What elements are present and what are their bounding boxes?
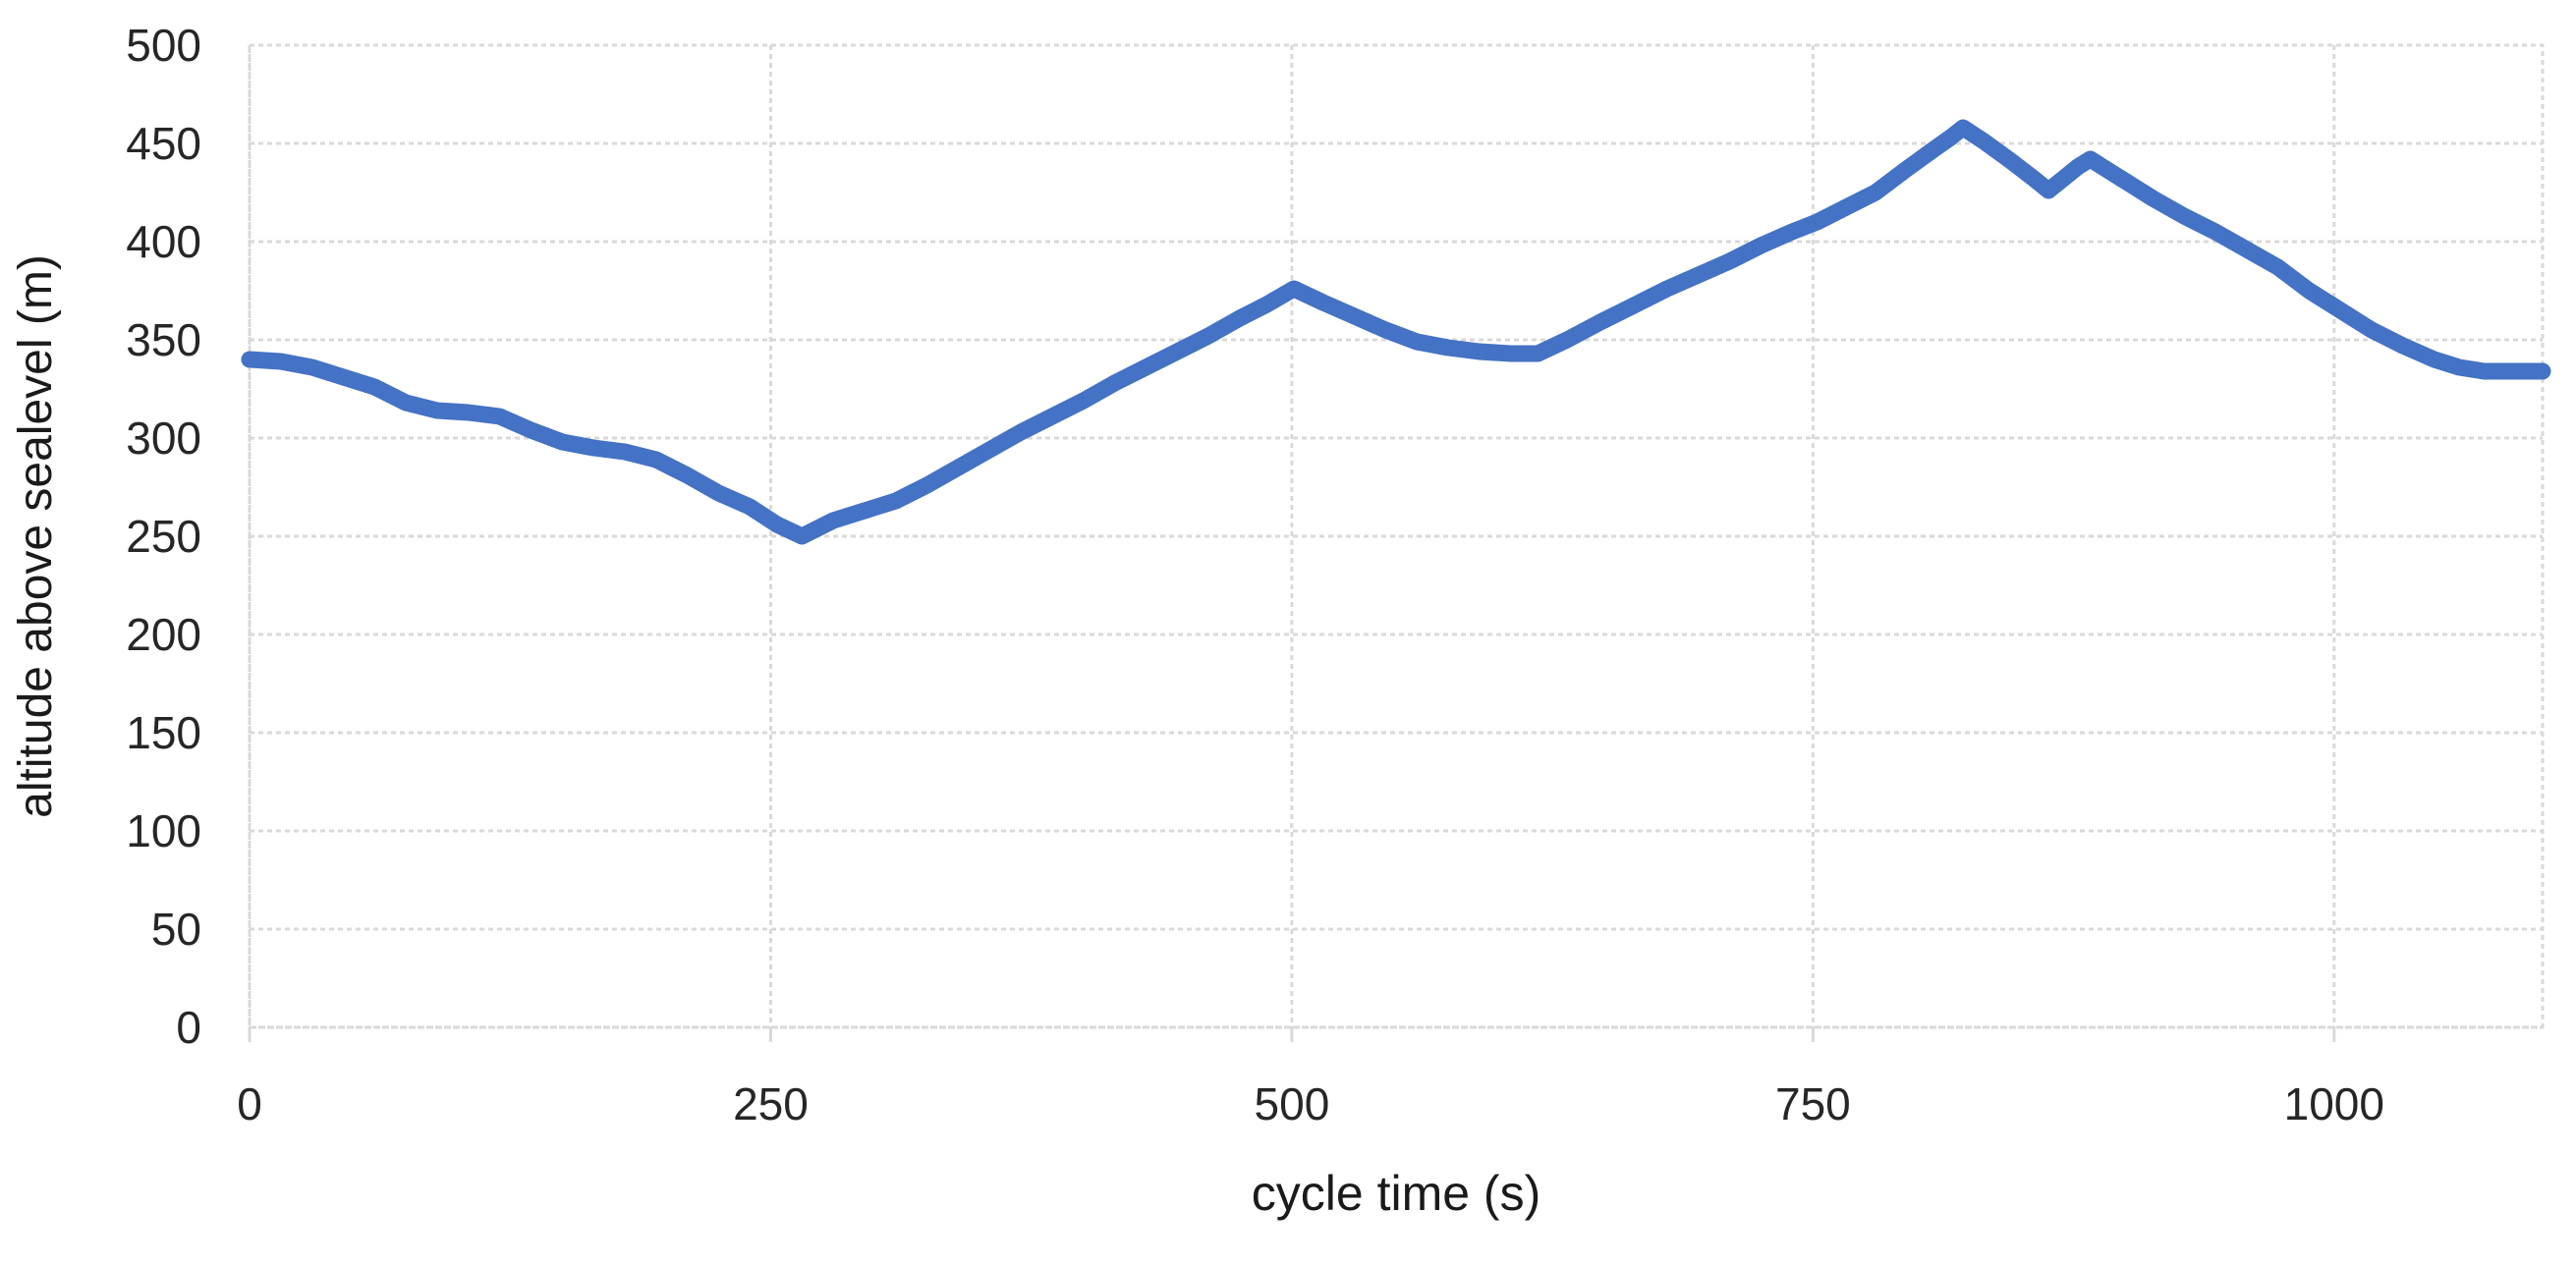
x-tick-label: 500 xyxy=(1255,1078,1330,1129)
x-tick-label: 0 xyxy=(237,1078,262,1129)
y-tick-label: 50 xyxy=(151,904,201,955)
y-tick-label: 400 xyxy=(126,216,201,267)
x-axis-tick-labels: 0 250 500 750 1000 xyxy=(237,1078,2384,1129)
y-tick-label: 500 xyxy=(126,20,201,71)
axis-tick-marks xyxy=(248,1027,2336,1042)
x-tick-label: 750 xyxy=(1775,1078,1851,1129)
altitude-line-series xyxy=(241,119,2551,545)
x-axis-title: cycle time (s) xyxy=(1252,1166,1540,1221)
x-tick-label: 1000 xyxy=(2284,1078,2384,1129)
plot-area-border xyxy=(248,43,2545,1029)
y-tick-label: 150 xyxy=(126,707,201,758)
y-tick-label: 350 xyxy=(126,314,201,365)
y-tick-label: 200 xyxy=(126,609,201,660)
data-series xyxy=(241,119,2551,545)
y-tick-label: 450 xyxy=(126,118,201,169)
y-tick-label: 0 xyxy=(176,1002,201,1053)
plot-border xyxy=(248,43,2545,1029)
x-tick-label: 250 xyxy=(733,1078,809,1129)
y-tick-label: 100 xyxy=(126,805,201,856)
y-axis-tick-labels: 0 50 100 150 200 250 300 350 400 450 500 xyxy=(126,20,201,1053)
y-tick-label: 250 xyxy=(126,511,201,562)
gridlines xyxy=(248,43,2543,1029)
y-axis-title: altitude above sealevel (m) xyxy=(10,254,62,818)
y-tick-label: 300 xyxy=(126,413,201,464)
